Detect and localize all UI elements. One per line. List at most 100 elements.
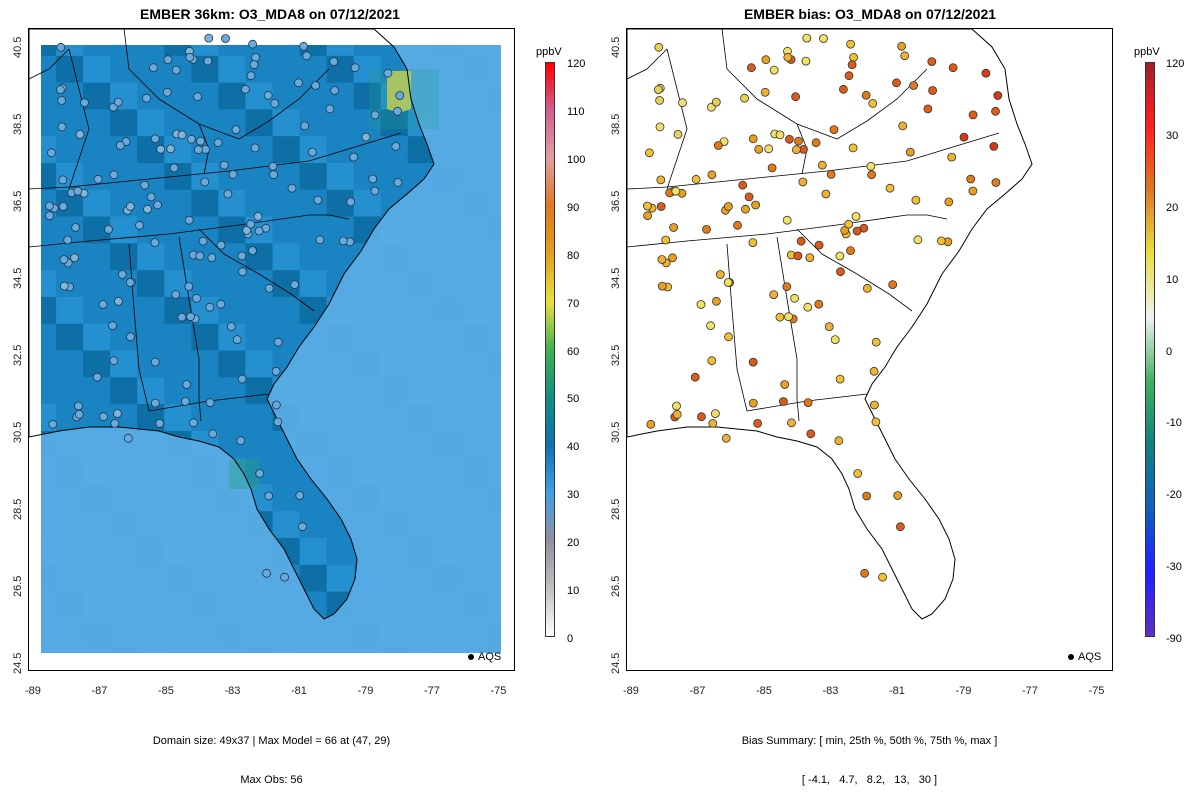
colorbar-tick-label: 70	[567, 297, 580, 310]
y-tick-label: 32.5	[12, 344, 24, 366]
aqs-site-marker	[208, 429, 218, 439]
y-tick-label: 36.5	[12, 190, 24, 212]
aqs-site-marker	[302, 51, 312, 61]
model-grid-cell	[164, 243, 192, 271]
bias-site-marker	[847, 60, 857, 70]
aqs-site-marker	[184, 215, 194, 225]
model-grid-cell	[272, 216, 301, 244]
aqs-site-marker	[80, 98, 89, 108]
aqs-site-marker	[236, 436, 246, 446]
state-border	[627, 48, 668, 80]
colorbar-tick-label: 120	[1166, 58, 1185, 70]
model-grid-cell	[56, 55, 84, 84]
aqs-site-marker	[349, 152, 359, 162]
colorbar-tick-label: 10	[1166, 273, 1179, 286]
bias-site-marker	[911, 195, 921, 205]
colorbar-tick-label: -20	[1166, 489, 1182, 502]
aqs-site-marker	[98, 300, 108, 309]
bias-site-marker	[844, 71, 854, 81]
bias-site-marker	[888, 280, 898, 290]
model-grid-cell	[137, 109, 165, 137]
ocean-field	[29, 29, 514, 670]
bias-site-marker	[769, 65, 779, 75]
bias-site-marker	[948, 63, 958, 73]
aqs-site-marker	[254, 226, 264, 236]
aqs-site-marker	[205, 398, 215, 408]
state-border	[128, 243, 150, 412]
model-grid-cell	[380, 163, 409, 191]
bias-site-marker	[764, 144, 774, 154]
aqs-site-marker	[315, 235, 325, 245]
x-tick-label: -87	[91, 685, 108, 697]
colorbar-tick-label: -30	[1166, 561, 1182, 574]
left-aqs-legend: AQS	[468, 651, 501, 663]
y-tick-label: 28.5	[610, 498, 622, 520]
bias-site-marker	[892, 78, 901, 88]
model-grid-cell	[83, 323, 111, 352]
aqs-site-marker	[192, 293, 202, 303]
bias-site-marker	[798, 177, 808, 187]
state-border	[178, 236, 202, 422]
y-tick-label: 36.5	[610, 190, 622, 212]
model-grid-cell	[272, 189, 301, 218]
model-grid-cell	[245, 136, 274, 164]
model-grid-cell	[272, 323, 301, 352]
bias-site-marker	[724, 332, 733, 342]
bias-site-marker	[741, 204, 750, 214]
aqs-site-marker	[74, 401, 83, 411]
model-grid-cell	[83, 377, 111, 405]
colorbar-tick-label: 90	[567, 201, 580, 214]
bias-site-marker	[927, 57, 937, 66]
state-border	[198, 228, 315, 312]
left-footer: Domain size: 49x37 | Max Model = 66 at (…	[28, 709, 515, 800]
bias-site-marker	[711, 409, 720, 419]
bias-site-marker	[814, 240, 824, 250]
colorbar-tick-label: 100	[567, 153, 586, 166]
bias-site-marker	[751, 200, 761, 210]
aqs-site-marker	[189, 418, 198, 428]
model-grid-cell	[245, 323, 274, 352]
aqs-site-marker	[226, 322, 236, 332]
aqs-site-marker	[383, 68, 393, 78]
bias-site-marker	[851, 212, 861, 221]
model-grid-cell	[299, 55, 328, 84]
bias-site-marker	[862, 491, 872, 501]
bias-site-marker	[767, 163, 777, 173]
model-grid-cell	[272, 484, 301, 512]
state-border	[721, 29, 838, 140]
y-tick-label: 24.5	[610, 652, 622, 674]
x-tick-label: -75	[1088, 685, 1105, 697]
aqs-site-marker	[280, 572, 290, 582]
aqs-site-marker	[108, 321, 117, 331]
model-grid-cell	[218, 350, 247, 378]
bias-site-marker	[923, 104, 933, 114]
bias-site-marker	[821, 189, 831, 199]
aqs-site-marker	[186, 134, 196, 144]
bias-site-marker	[784, 134, 794, 144]
bias-site-marker	[991, 178, 1001, 187]
aqs-site-marker	[143, 204, 152, 214]
domain-summary: Domain size: 49x37 | Max Model = 66 at (…	[152, 735, 391, 747]
aqs-site-marker	[391, 142, 401, 151]
aqs-site-marker	[395, 91, 405, 100]
state-border	[776, 236, 800, 422]
bias-site-marker	[708, 418, 718, 428]
aqs-site-marker	[294, 78, 303, 88]
model-grid-cell	[83, 296, 111, 325]
bias-site-marker	[981, 68, 991, 78]
bias-site-marker	[644, 148, 654, 158]
bias-site-marker	[814, 299, 824, 309]
aqs-site-marker	[330, 86, 340, 95]
aqs-site-marker	[44, 201, 54, 211]
state-border	[796, 228, 913, 312]
model-grid-cell	[326, 538, 355, 566]
state-border	[627, 214, 948, 248]
left-colorbar	[545, 62, 555, 637]
bias-site-marker	[793, 251, 803, 261]
bias-site-marker	[830, 335, 840, 345]
aqs-site-marker	[150, 398, 160, 408]
model-grid-cell	[272, 243, 301, 271]
model-grid-cell	[299, 538, 328, 566]
bias-map-frame	[626, 28, 1113, 671]
aqs-site-marker	[221, 34, 230, 43]
